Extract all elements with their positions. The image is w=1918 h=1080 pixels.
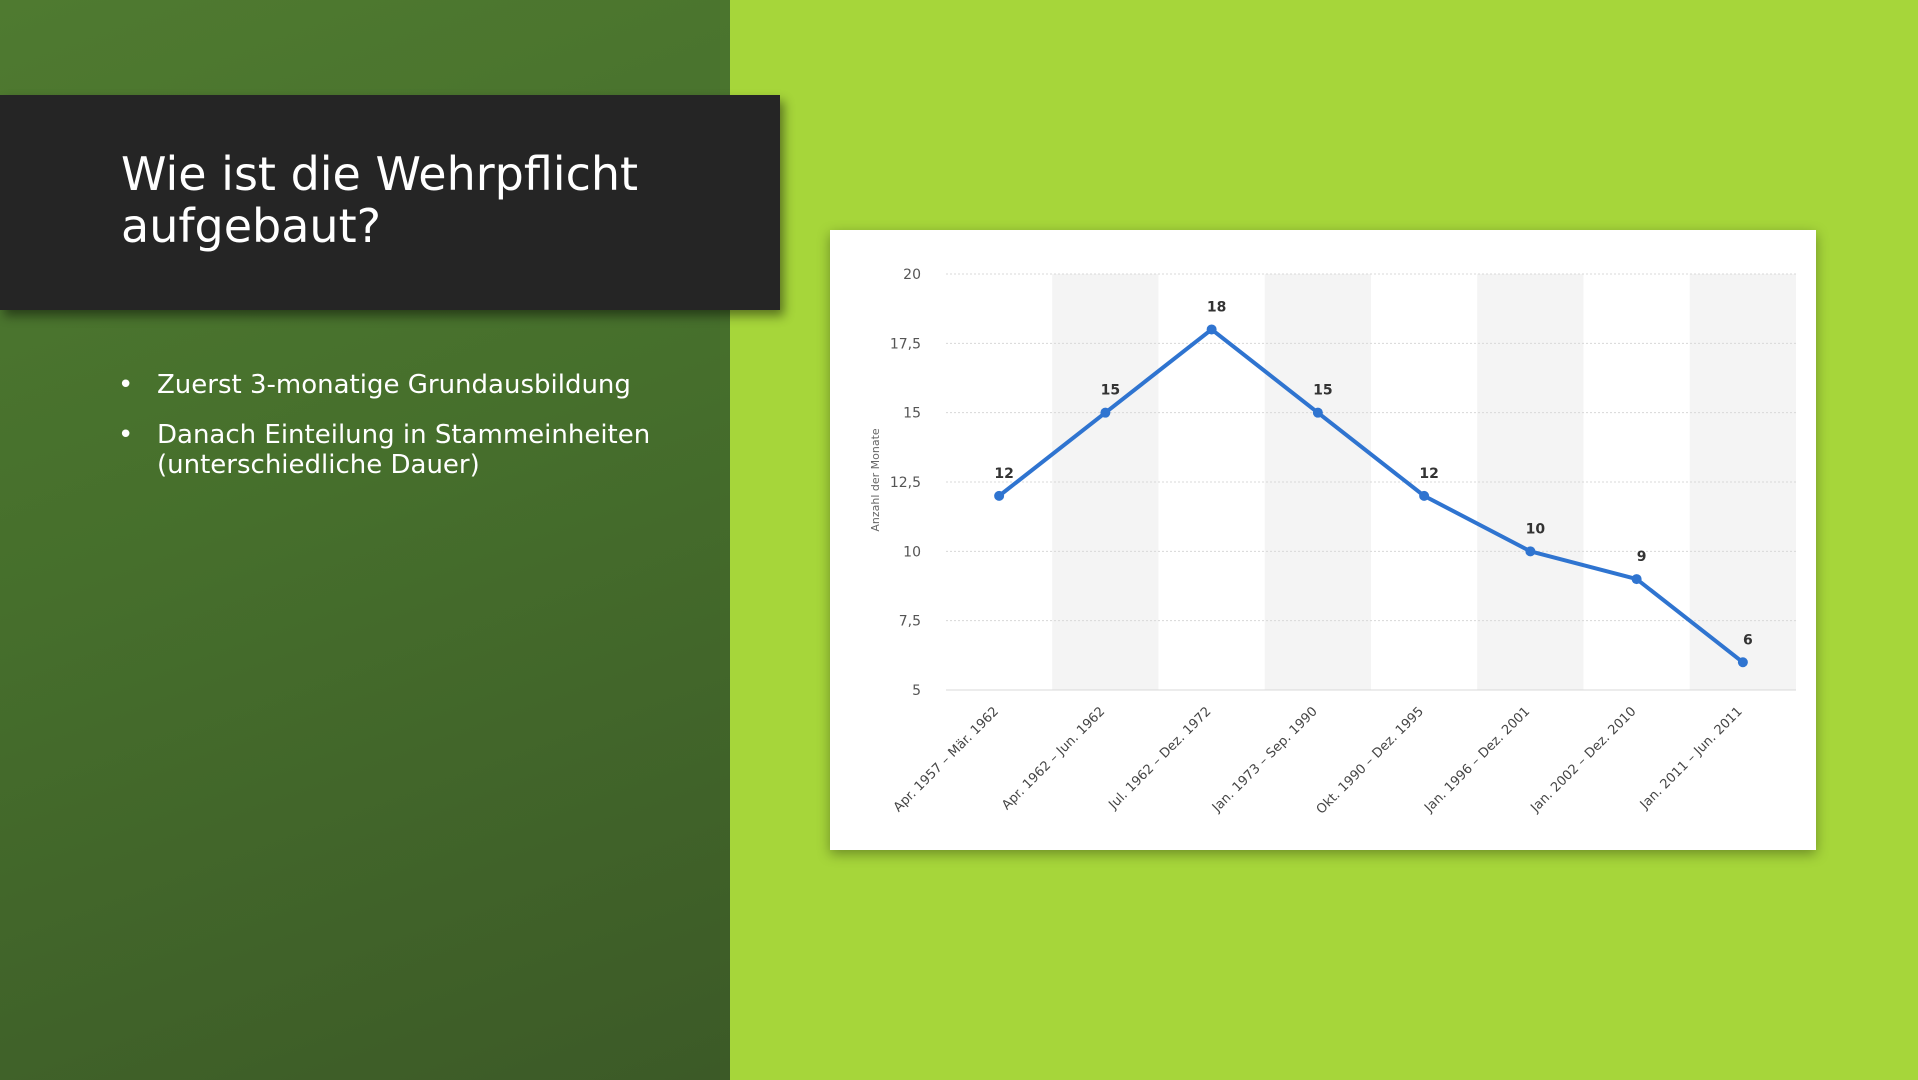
data-label: 12 (994, 466, 1013, 482)
bullet-text: Zuerst 3-monatige Grundausbildung (157, 370, 631, 400)
data-point (1631, 574, 1642, 585)
y-tick-label: 5 (912, 683, 921, 699)
y-tick-label: 20 (903, 267, 921, 283)
data-label: 10 (1526, 521, 1546, 537)
y-tick-label: 7,5 (899, 614, 921, 630)
data-label: 9 (1637, 549, 1647, 565)
x-tick-label: Apr. 1962 – Jun. 1962 (999, 704, 1108, 813)
x-tick-label: Okt. 1990 – Dez. 1995 (1314, 704, 1427, 817)
y-tick-label: 12,5 (890, 475, 921, 491)
bullet-list: • Zuerst 3-monatige Grundausbildung • Da… (118, 370, 718, 500)
data-point (1419, 490, 1430, 501)
x-tick-label: Apr. 1957 – Mär. 1962 (891, 704, 1002, 815)
line-chart: 5 7,5 10 12,5 15 17,5 20 Anzahl der Monate 12 1… (869, 267, 1796, 817)
category-band (1052, 274, 1159, 690)
y-axis-label: Anzahl der Monate (869, 428, 882, 532)
y-tick-label: 17,5 (890, 336, 921, 352)
x-tick-label: Jan. 1973 – Sep. 1990 (1209, 704, 1321, 816)
slide-title: Wie ist die Wehrpflicht aufgebaut? (121, 147, 639, 253)
x-tick-label: Jan. 1996 – Dez. 2001 (1421, 704, 1533, 816)
bullet-text: Danach Einteilung in Stammeinheiten (unt… (157, 420, 651, 480)
data-point (994, 490, 1005, 501)
data-point (1100, 407, 1111, 418)
y-tick-label: 15 (903, 406, 921, 422)
data-label: 18 (1207, 299, 1226, 315)
data-point (1206, 324, 1217, 335)
x-tick-label: Jan. 2011 – Jun. 2011 (1637, 704, 1746, 813)
data-point (1312, 407, 1323, 418)
x-tick-label: Jul. 1962 – Dez. 1972 (1106, 704, 1215, 813)
y-tick-label: 10 (903, 544, 921, 560)
data-label: 6 (1743, 632, 1753, 648)
data-point (1525, 546, 1536, 557)
bullet-item: • Zuerst 3-monatige Grundausbildung (118, 370, 718, 400)
data-label: 12 (1419, 466, 1438, 482)
series-line (997, 327, 1745, 665)
bullet-icon: • (118, 420, 134, 450)
title-box (0, 95, 780, 310)
data-point (1737, 657, 1748, 668)
data-label: 15 (1313, 383, 1332, 399)
bullet-item: • Danach Einteilung in Stammeinheiten (u… (118, 420, 718, 480)
chart-card: 5 7,5 10 12,5 15 17,5 20 Anzahl der Monate 12 1… (830, 230, 1816, 850)
x-tick-label: Jan. 2002 – Dez. 2010 (1527, 704, 1639, 816)
bullet-icon: • (118, 370, 134, 400)
data-label: 15 (1101, 383, 1120, 399)
